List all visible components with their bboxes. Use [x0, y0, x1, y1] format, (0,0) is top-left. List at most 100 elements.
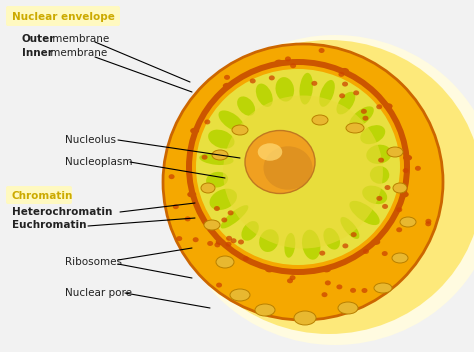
Ellipse shape: [176, 40, 474, 334]
Ellipse shape: [337, 284, 342, 289]
Ellipse shape: [204, 220, 220, 230]
Ellipse shape: [319, 48, 325, 53]
Ellipse shape: [201, 155, 208, 160]
Ellipse shape: [290, 275, 296, 280]
Ellipse shape: [214, 243, 220, 247]
Ellipse shape: [350, 288, 356, 293]
Ellipse shape: [403, 155, 412, 161]
Ellipse shape: [264, 146, 312, 190]
Ellipse shape: [396, 227, 402, 232]
Ellipse shape: [258, 143, 282, 161]
Ellipse shape: [383, 103, 392, 109]
Ellipse shape: [374, 283, 392, 293]
Ellipse shape: [361, 109, 367, 114]
Ellipse shape: [206, 172, 228, 188]
Ellipse shape: [243, 256, 249, 261]
Ellipse shape: [255, 304, 275, 316]
Ellipse shape: [323, 228, 340, 250]
Ellipse shape: [393, 183, 407, 193]
Ellipse shape: [221, 205, 248, 228]
Ellipse shape: [325, 281, 331, 285]
Ellipse shape: [339, 93, 345, 98]
Ellipse shape: [173, 35, 474, 345]
Ellipse shape: [208, 130, 235, 149]
Text: Nucleoplasm: Nucleoplasm: [65, 157, 133, 167]
Ellipse shape: [353, 90, 359, 95]
Ellipse shape: [363, 249, 369, 254]
Ellipse shape: [290, 63, 296, 68]
Text: Nuclear pore: Nuclear pore: [65, 288, 132, 298]
Ellipse shape: [342, 243, 348, 249]
Ellipse shape: [204, 119, 210, 125]
Ellipse shape: [346, 123, 364, 133]
Ellipse shape: [400, 191, 409, 197]
Ellipse shape: [406, 219, 412, 224]
Ellipse shape: [370, 166, 389, 184]
Ellipse shape: [216, 239, 225, 245]
Ellipse shape: [163, 44, 443, 320]
Ellipse shape: [311, 81, 318, 86]
Ellipse shape: [185, 216, 191, 221]
FancyBboxPatch shape: [6, 186, 72, 204]
Ellipse shape: [212, 150, 228, 160]
Ellipse shape: [425, 221, 431, 226]
Ellipse shape: [238, 239, 244, 245]
Ellipse shape: [387, 147, 403, 157]
Ellipse shape: [376, 104, 382, 109]
Ellipse shape: [378, 158, 384, 163]
Ellipse shape: [366, 145, 392, 164]
Ellipse shape: [342, 82, 348, 87]
Ellipse shape: [338, 72, 345, 77]
Ellipse shape: [219, 111, 245, 132]
Text: Ribosomes: Ribosomes: [65, 257, 122, 267]
Text: Euchromatin: Euchromatin: [12, 220, 86, 230]
Ellipse shape: [371, 239, 380, 245]
Ellipse shape: [396, 207, 402, 212]
Ellipse shape: [319, 251, 325, 256]
Ellipse shape: [382, 204, 388, 209]
Ellipse shape: [284, 233, 295, 258]
Ellipse shape: [362, 288, 367, 293]
Ellipse shape: [360, 125, 385, 144]
Text: Inner: Inner: [22, 48, 53, 58]
Ellipse shape: [192, 237, 199, 242]
Ellipse shape: [287, 278, 293, 283]
Ellipse shape: [384, 185, 391, 190]
Ellipse shape: [216, 283, 222, 288]
Ellipse shape: [426, 219, 431, 224]
Ellipse shape: [363, 116, 368, 121]
Ellipse shape: [187, 191, 196, 197]
Ellipse shape: [176, 236, 182, 241]
Ellipse shape: [216, 256, 234, 268]
Ellipse shape: [321, 292, 328, 297]
Ellipse shape: [214, 206, 220, 211]
Ellipse shape: [192, 65, 404, 269]
FancyBboxPatch shape: [6, 6, 120, 26]
Text: membrane: membrane: [47, 48, 107, 58]
Ellipse shape: [186, 59, 410, 275]
Ellipse shape: [190, 128, 199, 134]
Ellipse shape: [226, 242, 231, 247]
Text: Chromatin: Chromatin: [12, 191, 73, 201]
Ellipse shape: [382, 251, 388, 256]
Ellipse shape: [337, 92, 356, 114]
Ellipse shape: [319, 80, 335, 107]
Text: Outer: Outer: [22, 34, 55, 44]
Ellipse shape: [226, 236, 232, 241]
Ellipse shape: [362, 186, 387, 204]
Ellipse shape: [221, 218, 228, 222]
Ellipse shape: [376, 196, 383, 201]
Ellipse shape: [403, 168, 409, 173]
Ellipse shape: [338, 302, 358, 314]
Ellipse shape: [207, 241, 213, 246]
Ellipse shape: [294, 311, 316, 325]
Ellipse shape: [340, 68, 349, 74]
Text: Nuclear envelope: Nuclear envelope: [12, 12, 115, 22]
Ellipse shape: [285, 56, 291, 61]
Ellipse shape: [237, 96, 255, 116]
Ellipse shape: [349, 106, 374, 128]
Ellipse shape: [230, 238, 237, 243]
Ellipse shape: [392, 253, 408, 263]
Ellipse shape: [173, 204, 179, 209]
Ellipse shape: [302, 230, 320, 260]
